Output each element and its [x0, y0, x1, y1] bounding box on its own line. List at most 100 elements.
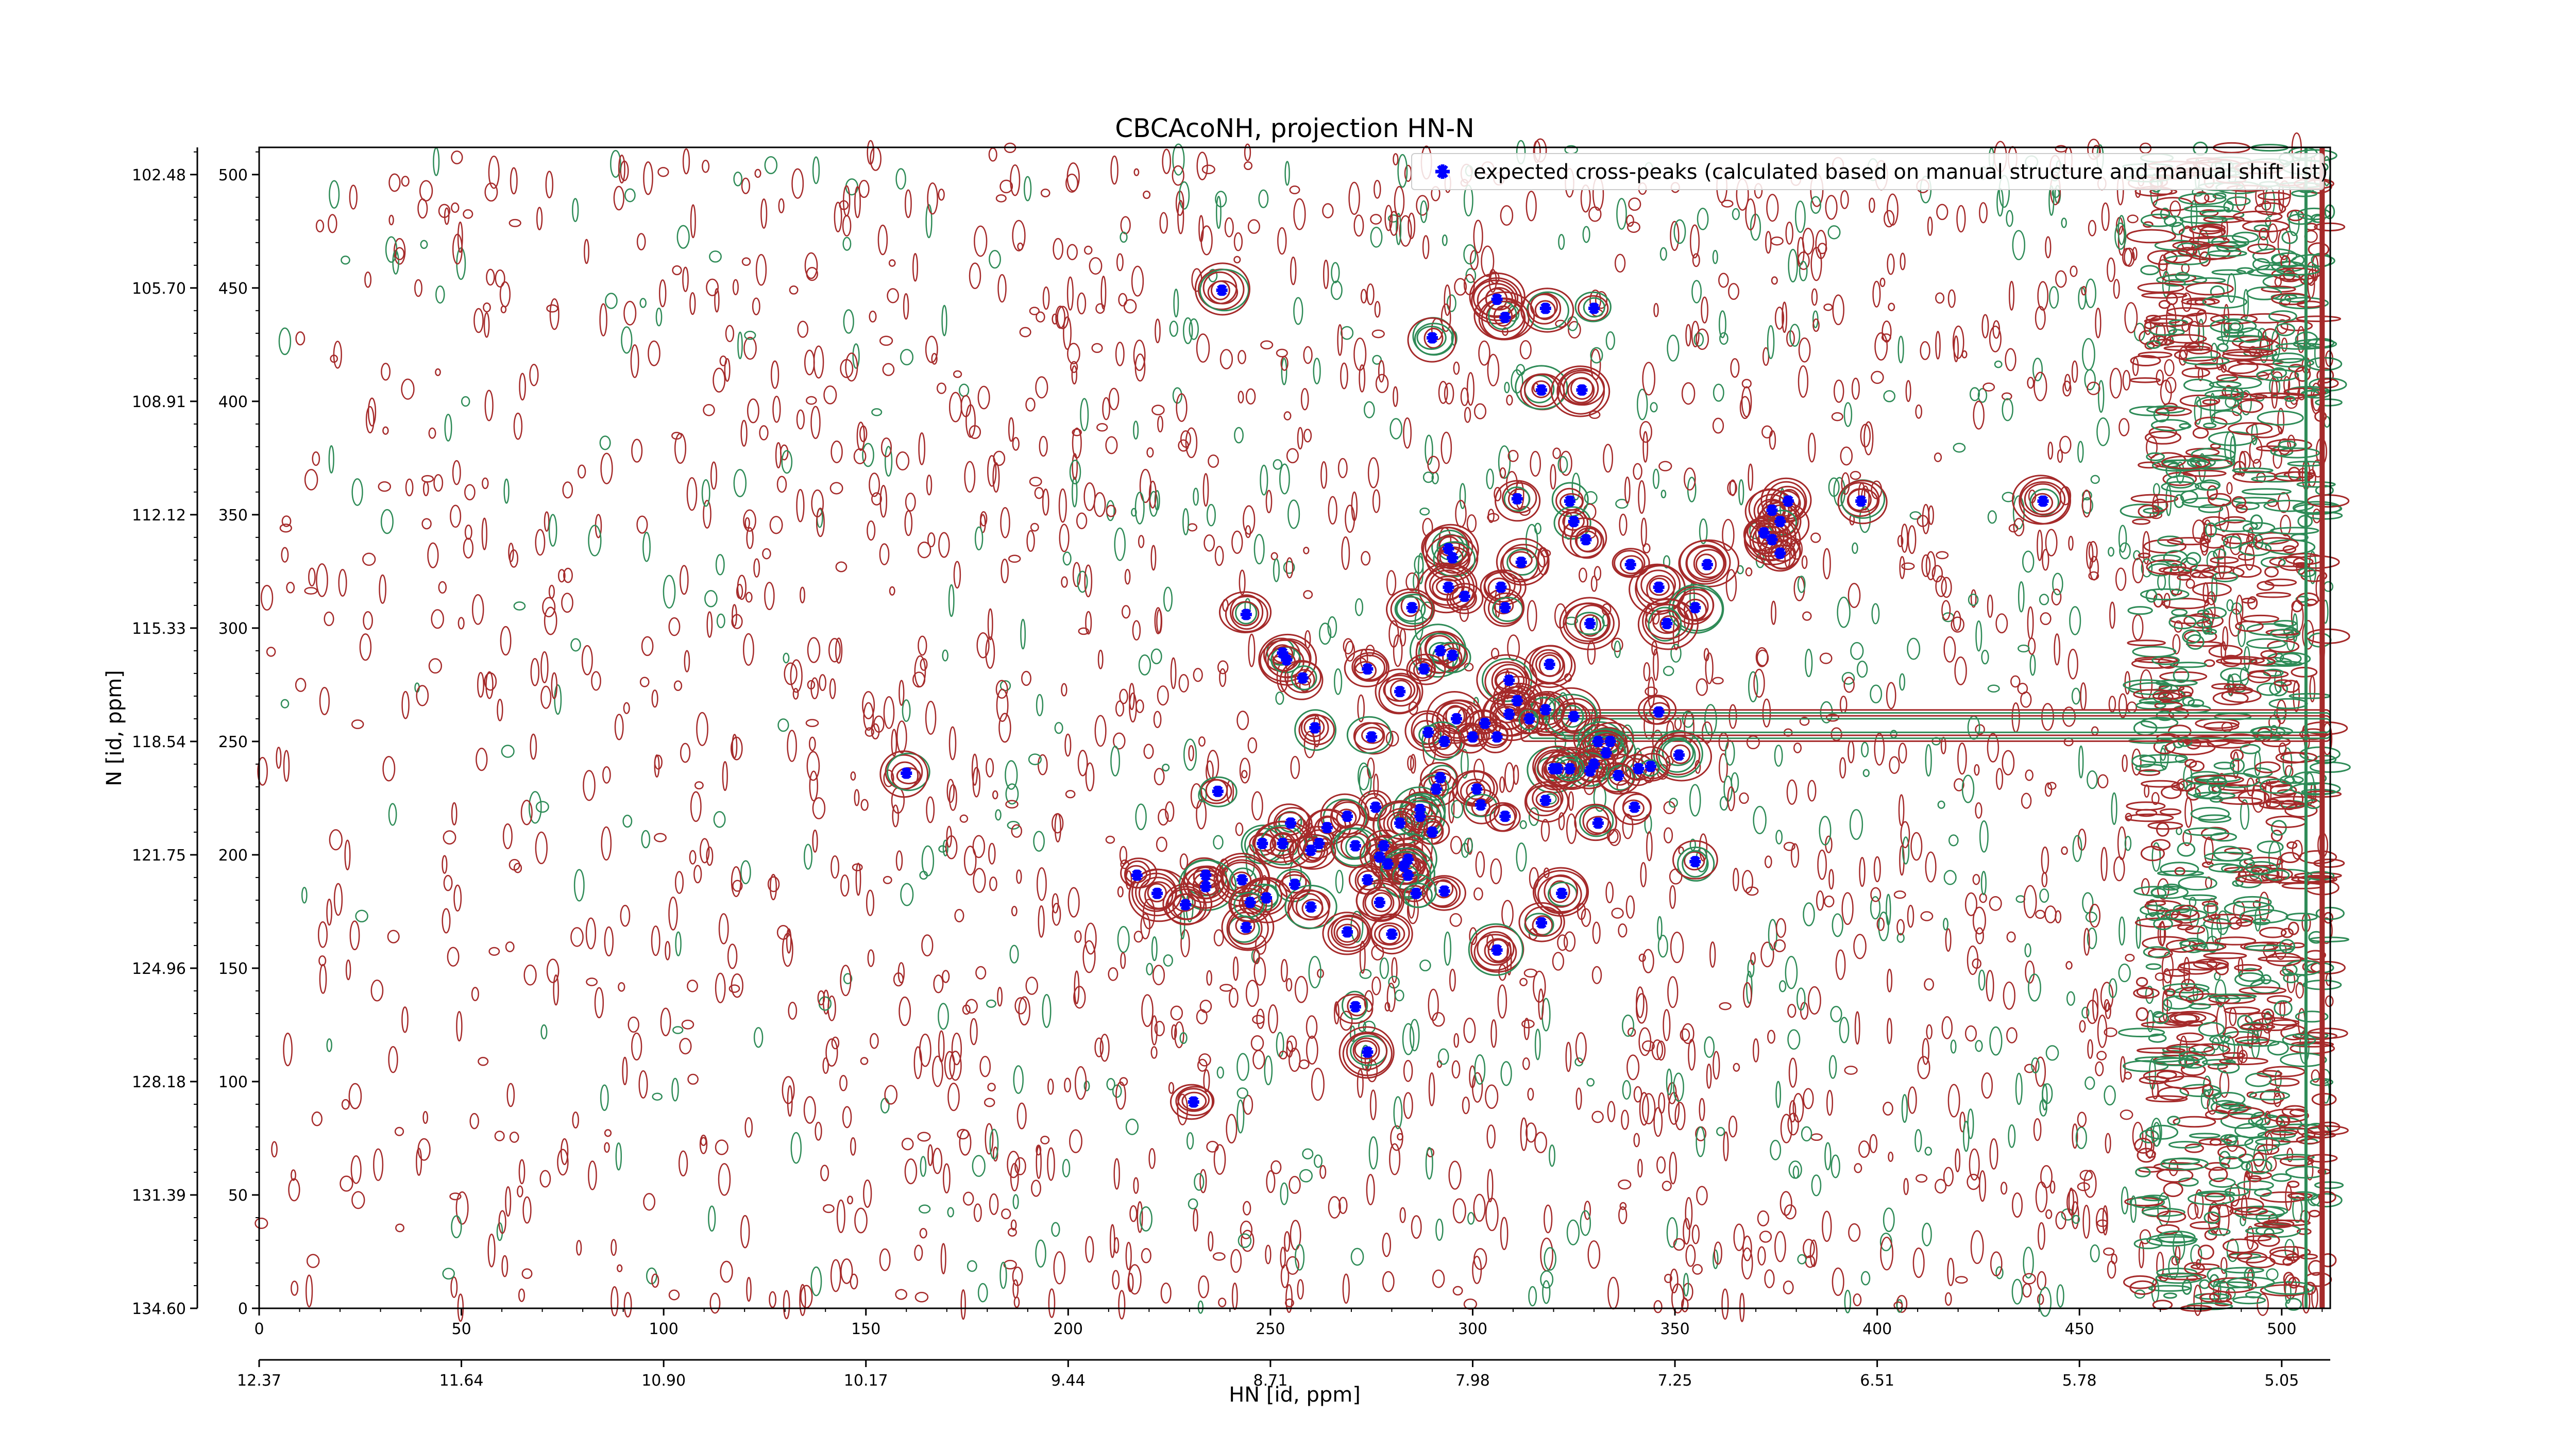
cross-peak-marker	[1422, 727, 1434, 738]
cross-peak-marker	[1523, 713, 1535, 725]
cross-peak-marker	[1584, 617, 1596, 630]
y-ppm-tick-label: 118.54	[132, 733, 186, 751]
y-tick-label: 50	[228, 1187, 248, 1205]
cross-peak-marker	[1447, 649, 1459, 661]
spectrum-contours	[255, 132, 2351, 1322]
x-axis-index: 0 50 100 150 200 250 300 350 400 450 500	[254, 1308, 2323, 1338]
cross-peak-marker	[1321, 821, 1333, 834]
cross-peak-marker	[1689, 602, 1701, 614]
cross-peak-marker	[1588, 302, 1600, 314]
cross-peak-marker	[1289, 878, 1300, 890]
cross-peak-marker	[1216, 284, 1228, 296]
cross-peak-marker	[1386, 928, 1398, 940]
cross-peak-marker	[1394, 685, 1406, 698]
cross-peak-marker	[1305, 901, 1317, 913]
x-ppm-tick-label: 10.90	[641, 1372, 686, 1390]
y-ppm-tick-label: 128.18	[132, 1073, 186, 1091]
y-tick-label: 150	[218, 960, 248, 978]
cross-peak-marker	[1766, 504, 1778, 516]
cross-peak-marker	[1758, 527, 1770, 539]
cross-peak-marker	[1349, 1001, 1361, 1013]
cross-peak-marker	[1200, 869, 1212, 881]
cross-peak-marker	[1362, 874, 1374, 886]
x-ppm-tick-label: 11.64	[439, 1372, 484, 1390]
cross-peak-marker	[1313, 837, 1325, 850]
cross-peak-marker	[1414, 810, 1426, 822]
cross-peak-marker	[1613, 769, 1624, 782]
x-axis-label: HN [id, ppm]	[1229, 1383, 1361, 1407]
edge-artifact-contours	[2118, 141, 2351, 1312]
x-tick-label: 250	[1256, 1320, 1285, 1338]
cross-peak-marker	[1782, 495, 1794, 507]
cross-peak-marker	[1653, 581, 1665, 593]
cross-peak-marker	[1418, 663, 1430, 675]
cross-peak-marker	[1382, 858, 1394, 870]
cross-peak-marker	[1556, 887, 1568, 899]
x-ppm-tick-label: 6.51	[1860, 1372, 1894, 1390]
peak-contours	[879, 262, 2072, 1120]
cross-peak-marker	[1629, 801, 1640, 813]
cross-peak-marker	[1576, 384, 1588, 396]
x-ppm-tick-label: 9.44	[1051, 1372, 1086, 1390]
cross-peak-marker	[1349, 840, 1361, 852]
y-ppm-tick-label: 121.75	[132, 847, 186, 865]
cross-peak-marker	[1479, 717, 1491, 729]
cross-peak-marker	[1402, 853, 1414, 865]
cross-peak-marker	[1443, 581, 1454, 593]
y-ppm-tick-label: 134.60	[132, 1300, 186, 1318]
x-ppm-tick-label: 7.98	[1455, 1372, 1490, 1390]
cross-peak-marker	[1188, 1096, 1199, 1108]
noise-contours	[255, 132, 2334, 1322]
cross-peak-marker	[1261, 892, 1273, 904]
cross-peak-marker	[1426, 826, 1438, 838]
cross-peak-marker	[1438, 885, 1450, 897]
cross-peak-marker	[1212, 785, 1224, 797]
cross-peak-marker	[1584, 765, 1596, 777]
x-ppm-tick-label: 8.71	[1253, 1372, 1287, 1390]
cross-peak-marker	[1378, 840, 1389, 852]
cross-peak-marker	[1475, 799, 1487, 811]
y-tick-label: 200	[218, 847, 248, 865]
cross-peak-marker	[1370, 801, 1382, 813]
y-ppm-tick-label: 108.91	[132, 393, 186, 411]
cross-peak-marker	[1568, 711, 1580, 722]
cross-peak-marker	[1564, 495, 1575, 507]
legend-box	[1411, 153, 2324, 190]
cross-peak-marker	[1277, 647, 1289, 659]
cross-peak-marker	[1451, 713, 1463, 725]
cross-peak-marker	[1491, 944, 1503, 956]
cross-peak-marker	[1151, 887, 1163, 899]
cross-peak-marker	[1434, 645, 1446, 657]
x-tick-label: 150	[851, 1320, 880, 1338]
cross-peak-marker	[1430, 783, 1442, 795]
chart-title: CBCAcoNH, projection HN-N	[1115, 113, 1475, 143]
x-ppm-tick-label: 5.78	[2062, 1372, 2097, 1390]
cross-peak-marker	[1645, 761, 1656, 772]
x-axis-ppm: 12.37 11.64 10.90 10.17 9.44 8.71 7.98 7.25 6.51…	[237, 1359, 2330, 1390]
cross-peak-marker	[1402, 869, 1414, 881]
cross-peak-marker	[1539, 704, 1551, 716]
y-tick-label: 350	[218, 507, 248, 525]
cross-peak-marker	[1855, 495, 1867, 507]
x-ppm-tick-label: 10.17	[844, 1372, 888, 1390]
cross-peak-marker	[1568, 515, 1580, 528]
cross-peak-marker	[1443, 543, 1454, 555]
cross-peak-marker	[1410, 887, 1422, 899]
x-ppm-tick-label: 12.37	[237, 1372, 281, 1390]
cross-peak-marker	[1564, 763, 1575, 774]
x-tick-label: 500	[2267, 1320, 2296, 1338]
cross-peak-marker	[1309, 722, 1321, 734]
plot-frame	[258, 146, 2331, 1309]
plot-area	[255, 132, 2351, 1322]
cross-peak-marker	[1426, 332, 1438, 344]
y-ppm-tick-label: 102.48	[132, 166, 186, 184]
cross-peak-marker	[1200, 881, 1212, 892]
y-ppm-tick-label: 112.12	[132, 507, 186, 525]
y-axis-label: N [id, ppm]	[103, 670, 126, 786]
cross-peak-marker	[1240, 609, 1252, 620]
cross-peak-marker	[1467, 731, 1479, 743]
cross-peak-marker	[1515, 557, 1527, 568]
cross-peak-marker	[1277, 837, 1289, 850]
cross-peak-marker	[1374, 897, 1385, 908]
